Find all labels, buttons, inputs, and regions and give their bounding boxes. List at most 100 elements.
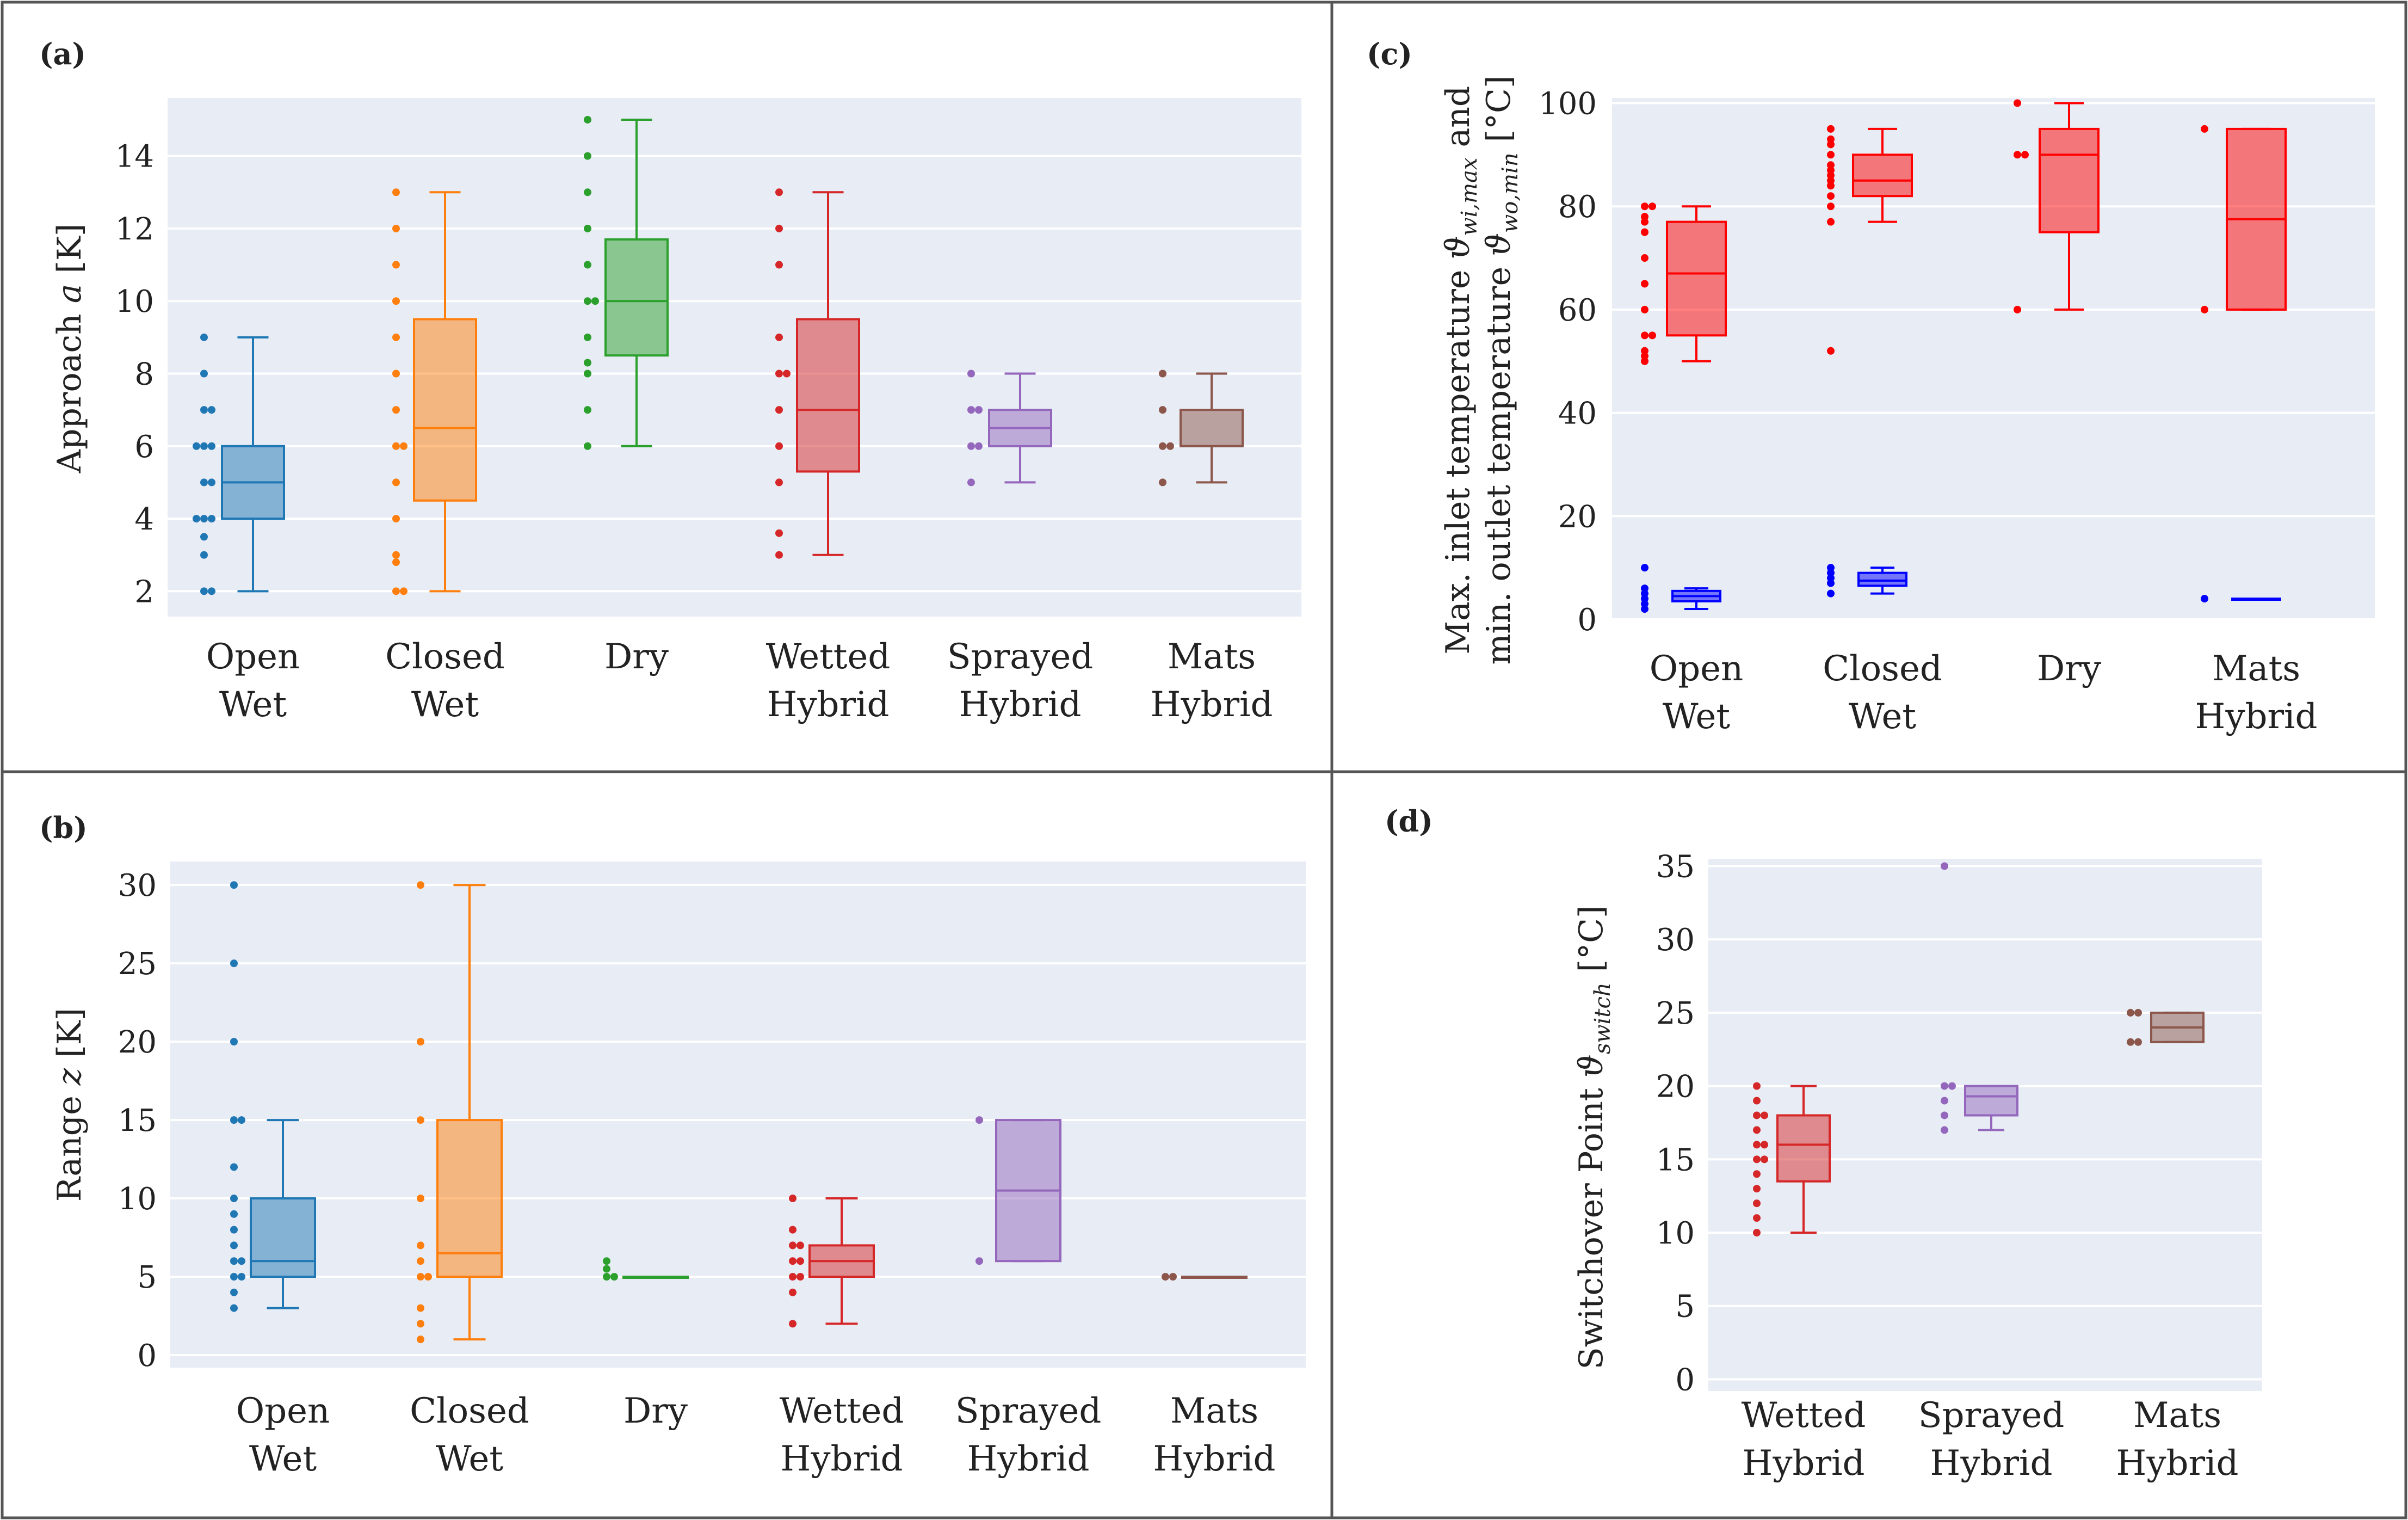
y-tick-label-10: 10 xyxy=(115,284,154,319)
panel-c-y-axis-title-line2: min. outlet temperature ϑwo,min [°C] xyxy=(1480,76,1523,665)
panel-b-boxes xyxy=(230,881,1248,1344)
panel-b-categories: Open Wet Closed Wet Dry Wetted Hybrid Sprayed Hy… xyxy=(236,1391,1276,1479)
open-wet-box xyxy=(250,1197,316,1278)
category-label-open-wet-line1: Open xyxy=(1650,649,1744,689)
wetted-hybrid-point-3 xyxy=(797,1273,804,1281)
y-tick-label-35: 35 xyxy=(1656,849,1695,884)
closed-wet-point-9 xyxy=(417,1038,424,1046)
panel-c-y-ticks: 0 20 40 60 80 100 xyxy=(1539,86,1597,638)
y-tick-label-15: 15 xyxy=(118,1103,157,1139)
panel-d-label: (d) xyxy=(1385,804,1433,839)
wetted-hybrid-point-4 xyxy=(789,1257,797,1265)
wetted-hybrid-point-2 xyxy=(775,478,783,487)
wetted-hybrid-point-3 xyxy=(775,442,783,450)
dry-point-8 xyxy=(584,224,591,232)
wetted-hybrid-point-6 xyxy=(783,370,791,378)
dry-point-6 xyxy=(591,297,599,305)
panel-c: (c) 0 20 40 60 80 100 Open Wet Closed Wet Dry Mats… xyxy=(1367,36,2375,737)
wetted-hybrid-point-7 xyxy=(775,333,783,341)
wetted-hybrid-point-0 xyxy=(775,551,783,559)
closed-wet-point-13 xyxy=(392,224,400,232)
panel-a-y-ticks: 2 4 6 8 10 12 14 xyxy=(115,139,154,610)
y-tick-label-5: 5 xyxy=(1675,1289,1695,1325)
dry-point-3 xyxy=(584,359,591,367)
dry-point-5 xyxy=(584,297,591,305)
open-wet-inlet-point-8 xyxy=(1641,228,1648,236)
open-wet-point-11 xyxy=(193,442,200,450)
open-wet-inlet-point-3 xyxy=(1641,331,1648,340)
wetted-hybrid-box xyxy=(796,318,860,473)
sprayed-hybrid-point-1 xyxy=(1941,1111,1948,1119)
wetted-hybrid-point-9 xyxy=(775,224,783,232)
closed-wet-point-5 xyxy=(417,1257,424,1265)
wetted-hybrid-point-12 xyxy=(1753,1097,1761,1105)
panel-b: (b) 0 5 10 15 20 25 30 Open Wet Closed Wet Dry Wett… xyxy=(39,810,1306,1479)
dry-point-10 xyxy=(584,152,591,160)
y-tick-label-80: 80 xyxy=(1558,189,1597,225)
open-wet-point-11 xyxy=(230,1116,238,1124)
category-label-mats-hybrid-line2: Hybrid xyxy=(1151,685,1273,725)
closed-wet-point-6 xyxy=(417,1241,424,1250)
open-wet-inlet-point-11 xyxy=(1641,202,1648,211)
mats-hybrid-point-1 xyxy=(2134,1038,2142,1046)
closed-wet-inlet-point-8 xyxy=(1827,161,1835,169)
open-wet-inlet-point-6 xyxy=(1641,280,1648,288)
closed-wet-inlet-box xyxy=(1852,153,1913,198)
closed-wet-point-1 xyxy=(400,587,407,595)
closed-wet-point-8 xyxy=(417,1116,424,1124)
dry-point-1 xyxy=(610,1273,618,1281)
open-wet-point-4 xyxy=(230,1257,238,1265)
category-label-sprayed-hybrid-line2: Hybrid xyxy=(1930,1443,2053,1484)
open-wet-point-7 xyxy=(230,1226,238,1234)
mats-hybrid-point-2 xyxy=(1166,442,1174,450)
sprayed-hybrid-point-1 xyxy=(975,1116,983,1124)
category-label-closed-wet-line1: Closed xyxy=(385,637,505,677)
panel-b-y-ticks: 0 5 10 15 20 25 30 xyxy=(118,868,157,1374)
category-label-sprayed-hybrid-line1: Sprayed xyxy=(955,1391,1102,1431)
y-tick-label-8: 8 xyxy=(134,356,154,392)
closed-wet-point-7 xyxy=(417,1195,424,1203)
closed-wet-box xyxy=(436,1119,503,1278)
category-label-closed-wet-line2: Wet xyxy=(1849,697,1916,737)
wetted-hybrid-point-4 xyxy=(775,406,783,414)
y-tick-label-30: 30 xyxy=(118,868,157,903)
open-wet-point-9 xyxy=(230,1195,238,1203)
sprayed-hybrid-point-2 xyxy=(975,442,983,450)
category-label-wetted-hybrid-line2: Hybrid xyxy=(767,685,890,725)
wetted-hybrid-point-8 xyxy=(775,261,783,269)
open-wet-point-12 xyxy=(200,406,208,414)
closed-wet-point-6 xyxy=(392,442,400,450)
dry-inlet-point-3 xyxy=(2014,99,2021,107)
wetted-hybrid-point-4 xyxy=(1753,1170,1761,1178)
open-wet-point-4 xyxy=(200,515,208,523)
wetted-hybrid-point-0 xyxy=(789,1320,797,1328)
dry-point-7 xyxy=(584,261,591,269)
wetted-hybrid-point-2 xyxy=(1753,1199,1761,1208)
wetted-hybrid-point-8 xyxy=(1761,1141,1768,1149)
open-wet-point-0 xyxy=(200,587,208,595)
category-label-closed-wet-line2: Wet xyxy=(436,1439,503,1479)
y-tick-label-15: 15 xyxy=(1656,1142,1695,1178)
closed-wet-point-11 xyxy=(392,297,400,305)
closed-wet-point-10 xyxy=(392,333,400,341)
sprayed-hybrid-point-3 xyxy=(1941,1082,1948,1090)
mats-hybrid-point-1 xyxy=(1169,1273,1177,1281)
sprayed-hybrid-point-1 xyxy=(967,442,975,450)
open-wet-point-3 xyxy=(200,533,208,541)
y-tick-label-14: 14 xyxy=(115,139,154,175)
panel-d-categories: Wetted Hybrid Sprayed Hybrid Mats Hybrid xyxy=(1742,1395,2239,1484)
category-label-open-wet-line2: Wet xyxy=(219,685,287,725)
wetted-hybrid-point-2 xyxy=(789,1273,797,1281)
sprayed-hybrid-point-0 xyxy=(967,478,975,487)
panel-d-boxes xyxy=(1753,862,2205,1237)
closed-wet-point-2 xyxy=(392,558,400,567)
wetted-hybrid-point-5 xyxy=(797,1257,804,1265)
category-label-sprayed-hybrid-line1: Sprayed xyxy=(947,637,1094,677)
open-wet-point-6 xyxy=(230,1241,238,1250)
category-label-mats-hybrid-line1: Mats xyxy=(2133,1395,2221,1436)
open-wet-inlet-point-7 xyxy=(1641,254,1648,262)
y-tick-label-30: 30 xyxy=(1656,922,1695,958)
closed-wet-inlet-point-2 xyxy=(1827,202,1835,211)
open-wet-inlet-box xyxy=(1666,220,1727,337)
